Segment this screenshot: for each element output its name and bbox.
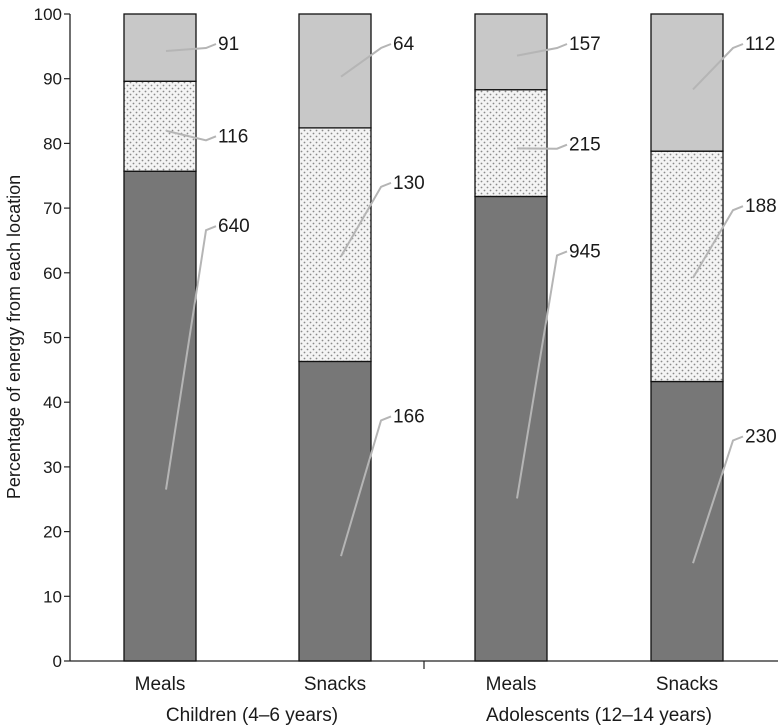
annotations: 640 116 91 166 130 64 945 215 157 230 188 112: [165, 34, 777, 564]
bar-segment: [650, 150, 724, 383]
annotation-leader-line: [516, 43, 568, 57]
x-group-label: Children (4–6 years): [166, 705, 338, 726]
bar-segment: [298, 127, 372, 363]
x-category-label: Snacks: [304, 674, 366, 695]
data-label: 230: [745, 426, 777, 447]
annotation-leader-line: [692, 43, 744, 91]
data-label: 188: [745, 196, 777, 217]
annotation-leader-line: [340, 181, 392, 257]
annotation-leader-line: [692, 435, 744, 564]
x-category-label: Meals: [486, 674, 537, 695]
annotation-leader-line: [516, 250, 568, 499]
data-label: 112: [745, 34, 775, 55]
bar-segment: [650, 13, 724, 152]
y-tick-label: 10: [43, 587, 62, 606]
x-group-label: Adolescents (12–14 years): [486, 705, 712, 726]
data-label: 116: [218, 126, 248, 147]
y-tick-label: 20: [43, 523, 62, 542]
annotation-leader-line: [340, 415, 392, 557]
y-tick-label: 30: [43, 458, 62, 477]
y-tick-label: 80: [43, 134, 62, 153]
bar-segment: [123, 80, 197, 172]
annotation-leader-line: [692, 205, 744, 279]
y-tick-label: 90: [43, 70, 62, 89]
bar-segment: [298, 360, 372, 662]
data-label: 91: [218, 34, 239, 55]
y-tick-label: 0: [53, 652, 62, 671]
bar-segment: [474, 89, 548, 198]
annotation-leader-line: [165, 225, 217, 490]
axes: 0 10 20 30 40 50 60 70 80 90 100 Meals Snacks Meals Sn…: [34, 5, 778, 726]
y-tick-label: 60: [43, 264, 62, 283]
annotation-leader-line: [165, 43, 217, 53]
x-category-label: Meals: [135, 674, 186, 695]
bar-segment: [298, 13, 372, 129]
y-tick-label: 40: [43, 393, 62, 412]
bars: [123, 13, 724, 662]
annotation-leader-line: [516, 143, 568, 150]
bar-segment: [650, 380, 724, 662]
bar-segment: [123, 13, 197, 82]
data-label: 166: [393, 406, 425, 427]
annotation-leader-line: [165, 129, 217, 142]
y-tick-label: 70: [43, 199, 62, 218]
data-label: 130: [393, 173, 425, 194]
data-label: 157: [569, 34, 601, 55]
data-label: 215: [569, 135, 601, 156]
data-label: 64: [393, 34, 415, 55]
y-tick-label: 100: [34, 5, 62, 24]
data-label: 945: [569, 241, 601, 262]
x-category-label: Snacks: [656, 674, 718, 695]
bar-segment: [123, 170, 197, 662]
y-tick-label: 50: [43, 329, 62, 348]
annotation-leader-line: [340, 43, 392, 78]
data-label: 640: [218, 216, 250, 237]
y-axis-label: Percentage of energy from each location: [4, 175, 24, 499]
bar-segment: [474, 195, 548, 662]
